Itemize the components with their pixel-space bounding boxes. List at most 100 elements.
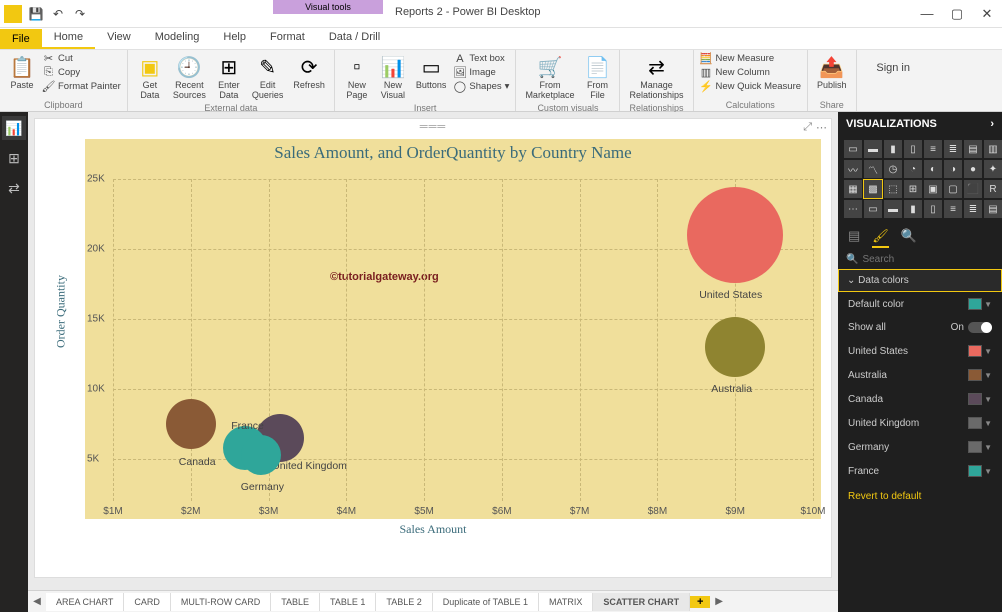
viz-type-icon[interactable]: ◷ [884, 160, 902, 178]
save-icon[interactable]: 💾 [28, 6, 44, 22]
viz-type-icon[interactable]: ▤ [964, 140, 982, 158]
edit-queries-button[interactable]: ✎Edit Queries [249, 52, 287, 103]
viz-type-icon[interactable]: ◑ [944, 160, 962, 178]
default-color-picker[interactable]: ▼ [968, 298, 992, 310]
image-button[interactable]: 🖼Image [453, 66, 509, 79]
page-tab[interactable]: TABLE 2 [376, 593, 432, 611]
publish-button[interactable]: 📤Publish [814, 52, 850, 93]
tab-view[interactable]: View [95, 27, 143, 49]
bubble-germany[interactable] [241, 435, 281, 475]
tab-home[interactable]: Home [42, 27, 95, 49]
page-tab[interactable]: Duplicate of TABLE 1 [433, 593, 539, 611]
viz-type-icon[interactable]: ▯ [904, 140, 922, 158]
viz-type-icon[interactable]: ▯ [924, 200, 942, 218]
viz-type-icon[interactable]: ≡ [944, 200, 962, 218]
redo-icon[interactable]: ↷ [72, 6, 88, 22]
format-tab-icon[interactable]: 🖌 [872, 228, 889, 248]
shapes-button[interactable]: ◯Shapes ▾ [453, 80, 509, 93]
recent-sources-button[interactable]: 🕘Recent Sources [170, 52, 209, 103]
minimize-button[interactable]: — [912, 0, 942, 28]
viz-type-icon[interactable]: ▭ [844, 140, 862, 158]
viz-type-icon[interactable]: 〰 [844, 160, 862, 178]
fields-tab-icon[interactable]: ▤ [848, 228, 860, 248]
color-picker[interactable]: ▼ [968, 369, 992, 381]
drag-handle-icon[interactable]: ═══ [420, 121, 446, 133]
page-tab[interactable]: MATRIX [539, 593, 593, 611]
model-view-button[interactable]: ⇄ [2, 176, 26, 200]
page-tab[interactable]: SCATTER CHART [593, 593, 690, 611]
chart-visual[interactable]: ═══ ⤢ ⋯ Order Quantity Sales Amount, and… [34, 118, 832, 578]
viz-type-icon[interactable]: ▬ [864, 140, 882, 158]
color-picker[interactable]: ▼ [968, 393, 992, 405]
new-column-button[interactable]: ▥New Column [700, 66, 802, 79]
focus-mode-icon[interactable]: ⤢ [803, 121, 812, 134]
get-data-button[interactable]: ▣Get Data [134, 52, 166, 103]
viz-type-icon[interactable]: ⬚ [884, 180, 902, 198]
new-visual-button[interactable]: 📊New Visual [377, 52, 409, 103]
new-quick-measure-button[interactable]: ⚡New Quick Measure [700, 80, 802, 93]
analytics-tab-icon[interactable]: 🔍 [901, 228, 917, 248]
show-all-toggle[interactable]: On [951, 322, 992, 333]
page-tab[interactable]: CARD [124, 593, 171, 611]
undo-icon[interactable]: ↶ [50, 6, 66, 22]
format-painter-button[interactable]: 🖌Format Painter [42, 80, 121, 93]
viz-type-icon[interactable]: ▬ [884, 200, 902, 218]
tab-modeling[interactable]: Modeling [143, 27, 212, 49]
from-file-button[interactable]: 📄From File [581, 52, 613, 103]
cut-button[interactable]: ✂Cut [42, 52, 121, 65]
new-page-button[interactable]: ▫New Page [341, 52, 373, 103]
new-measure-button[interactable]: 🧮New Measure [700, 52, 802, 65]
viz-type-icon[interactable]: ▣ [924, 180, 942, 198]
tab-file[interactable]: File [0, 29, 42, 49]
color-picker[interactable]: ▼ [968, 417, 992, 429]
revert-default-link[interactable]: Revert to default [838, 483, 1002, 510]
viz-type-icon[interactable]: ✦ [984, 160, 1002, 178]
from-marketplace-button[interactable]: 🛒From Marketplace [522, 52, 577, 103]
viz-type-icon[interactable]: R [984, 180, 1002, 198]
viz-type-icon[interactable]: ◔ [904, 160, 922, 178]
viz-type-icon[interactable]: ≡ [924, 140, 942, 158]
color-picker[interactable]: ▼ [968, 345, 992, 357]
data-view-button[interactable]: ⊞ [2, 146, 26, 170]
more-options-icon[interactable]: ⋯ [816, 121, 827, 134]
viz-type-icon[interactable]: ▥ [984, 140, 1002, 158]
viz-type-icon[interactable]: ⬛ [964, 180, 982, 198]
viz-type-icon[interactable]: ● [964, 160, 982, 178]
bubble-australia[interactable] [705, 317, 765, 377]
color-picker[interactable]: ▼ [968, 465, 992, 477]
enter-data-button[interactable]: ⊞Enter Data [213, 52, 245, 103]
copy-button[interactable]: ⎘Copy [42, 66, 121, 79]
viz-type-icon[interactable]: ▢ [944, 180, 962, 198]
tab-help[interactable]: Help [211, 27, 258, 49]
add-page-button[interactable]: + [690, 596, 710, 608]
viz-type-icon[interactable]: ▭ [864, 200, 882, 218]
viz-type-icon[interactable]: ◐ [924, 160, 942, 178]
collapse-icon[interactable]: › [990, 118, 994, 130]
color-picker[interactable]: ▼ [968, 441, 992, 453]
viz-type-icon[interactable]: ≣ [944, 140, 962, 158]
search-input[interactable] [862, 254, 994, 265]
buttons-button[interactable]: ▭Buttons [413, 52, 450, 93]
page-tab[interactable]: AREA CHART [46, 593, 124, 611]
page-prev-button[interactable]: ◀ [28, 596, 46, 607]
tab-datadrill[interactable]: Data / Drill [317, 27, 392, 49]
page-tab[interactable]: MULTI-ROW CARD [171, 593, 271, 611]
page-next-button[interactable]: ▶ [710, 596, 728, 607]
close-button[interactable]: ✕ [972, 0, 1002, 28]
viz-type-icon[interactable]: ▮ [904, 200, 922, 218]
textbox-button[interactable]: AText box [453, 52, 509, 65]
viz-type-icon[interactable]: ⊞ [904, 180, 922, 198]
maximize-button[interactable]: ▢ [942, 0, 972, 28]
viz-type-icon[interactable]: ▩ [864, 180, 882, 198]
page-tab[interactable]: TABLE [271, 593, 320, 611]
viz-type-icon[interactable]: 〽 [864, 160, 882, 178]
viz-type-icon[interactable]: ⋯ [844, 200, 862, 218]
viz-type-icon[interactable]: ▮ [884, 140, 902, 158]
tab-format[interactable]: Format [258, 27, 317, 49]
viz-type-icon[interactable]: ▤ [984, 200, 1002, 218]
report-view-button[interactable]: 📊 [2, 116, 26, 140]
page-tab[interactable]: TABLE 1 [320, 593, 376, 611]
refresh-button[interactable]: ⟳Refresh [290, 52, 328, 93]
viz-type-icon[interactable]: ▦ [844, 180, 862, 198]
bubble-united-states[interactable] [687, 187, 783, 283]
